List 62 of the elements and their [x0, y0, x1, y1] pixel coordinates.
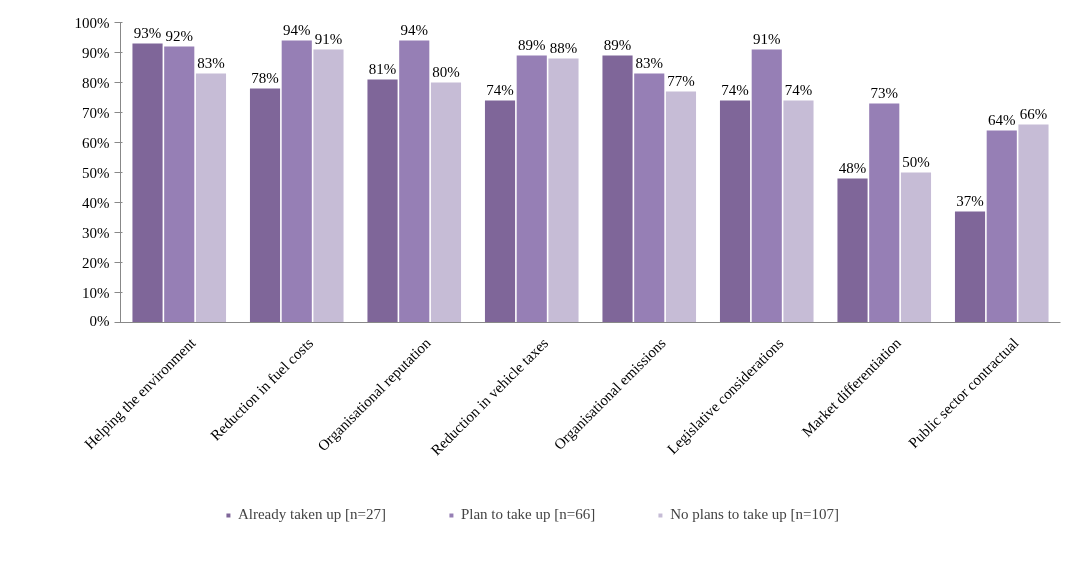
y-tick-label: 70%: [82, 104, 110, 121]
y-tick-label: 30%: [82, 224, 110, 241]
data-label: 37%: [956, 192, 984, 209]
data-label: 89%: [518, 36, 546, 53]
bar: [602, 55, 633, 323]
y-tick-label: 90%: [82, 44, 110, 61]
data-label: 78%: [251, 69, 279, 86]
bar: [281, 40, 312, 323]
bar: [954, 211, 986, 323]
bar: [399, 40, 430, 323]
bar: [719, 100, 751, 323]
data-label: 81%: [368, 60, 397, 77]
legend-label: Already taken up [n=27]: [237, 506, 386, 523]
data-label: 74%: [486, 81, 514, 98]
y-tick-label: 10%: [82, 284, 110, 301]
data-label: 83%: [635, 54, 663, 71]
data-label: 88%: [549, 39, 578, 56]
bar: [430, 82, 462, 323]
data-label: 48%: [838, 159, 867, 176]
legend-label: No plans to take up [n=107]: [670, 506, 840, 523]
y-tick-label: 80%: [82, 74, 110, 91]
y-tick-label: 40%: [82, 194, 110, 211]
bar: [837, 178, 868, 323]
y-tick-label: 100%: [74, 14, 110, 31]
data-label: 66%: [1019, 105, 1048, 122]
bar: [783, 100, 814, 323]
bar: [484, 100, 516, 323]
bar: [1018, 124, 1049, 323]
y-tick-label: 20%: [82, 254, 110, 271]
data-label: 94%: [400, 21, 428, 38]
data-label: 83%: [197, 54, 225, 71]
y-tick-label: 50%: [82, 164, 110, 181]
data-label: 92%: [165, 27, 193, 44]
bar: [900, 172, 932, 323]
data-label: 91%: [314, 30, 343, 47]
data-label: 74%: [784, 81, 813, 98]
y-tick-label: 60%: [82, 134, 110, 151]
data-label: 89%: [603, 36, 632, 53]
bar: [634, 73, 665, 323]
data-label: 77%: [667, 72, 695, 89]
bar: [313, 49, 344, 323]
data-label: 74%: [721, 81, 749, 98]
y-tick-label: 0%: [89, 312, 110, 329]
bar: [986, 130, 1017, 323]
data-label: 91%: [753, 30, 781, 47]
bar: [249, 88, 281, 323]
data-label: 73%: [870, 84, 898, 101]
legend-label: Plan to take up [n=66]: [460, 506, 596, 523]
data-label: 93%: [133, 24, 162, 41]
bar: [367, 79, 398, 323]
bar: [132, 43, 163, 323]
bar: [869, 103, 900, 323]
bar: [195, 73, 227, 323]
data-label: 50%: [902, 153, 930, 170]
bar: [548, 58, 579, 323]
data-label: 80%: [432, 63, 460, 80]
data-label: 94%: [283, 21, 311, 38]
bar: [665, 91, 697, 323]
bar: [516, 55, 547, 323]
data-label: 64%: [988, 111, 1016, 128]
bar: [751, 49, 782, 323]
bar: [164, 46, 195, 323]
